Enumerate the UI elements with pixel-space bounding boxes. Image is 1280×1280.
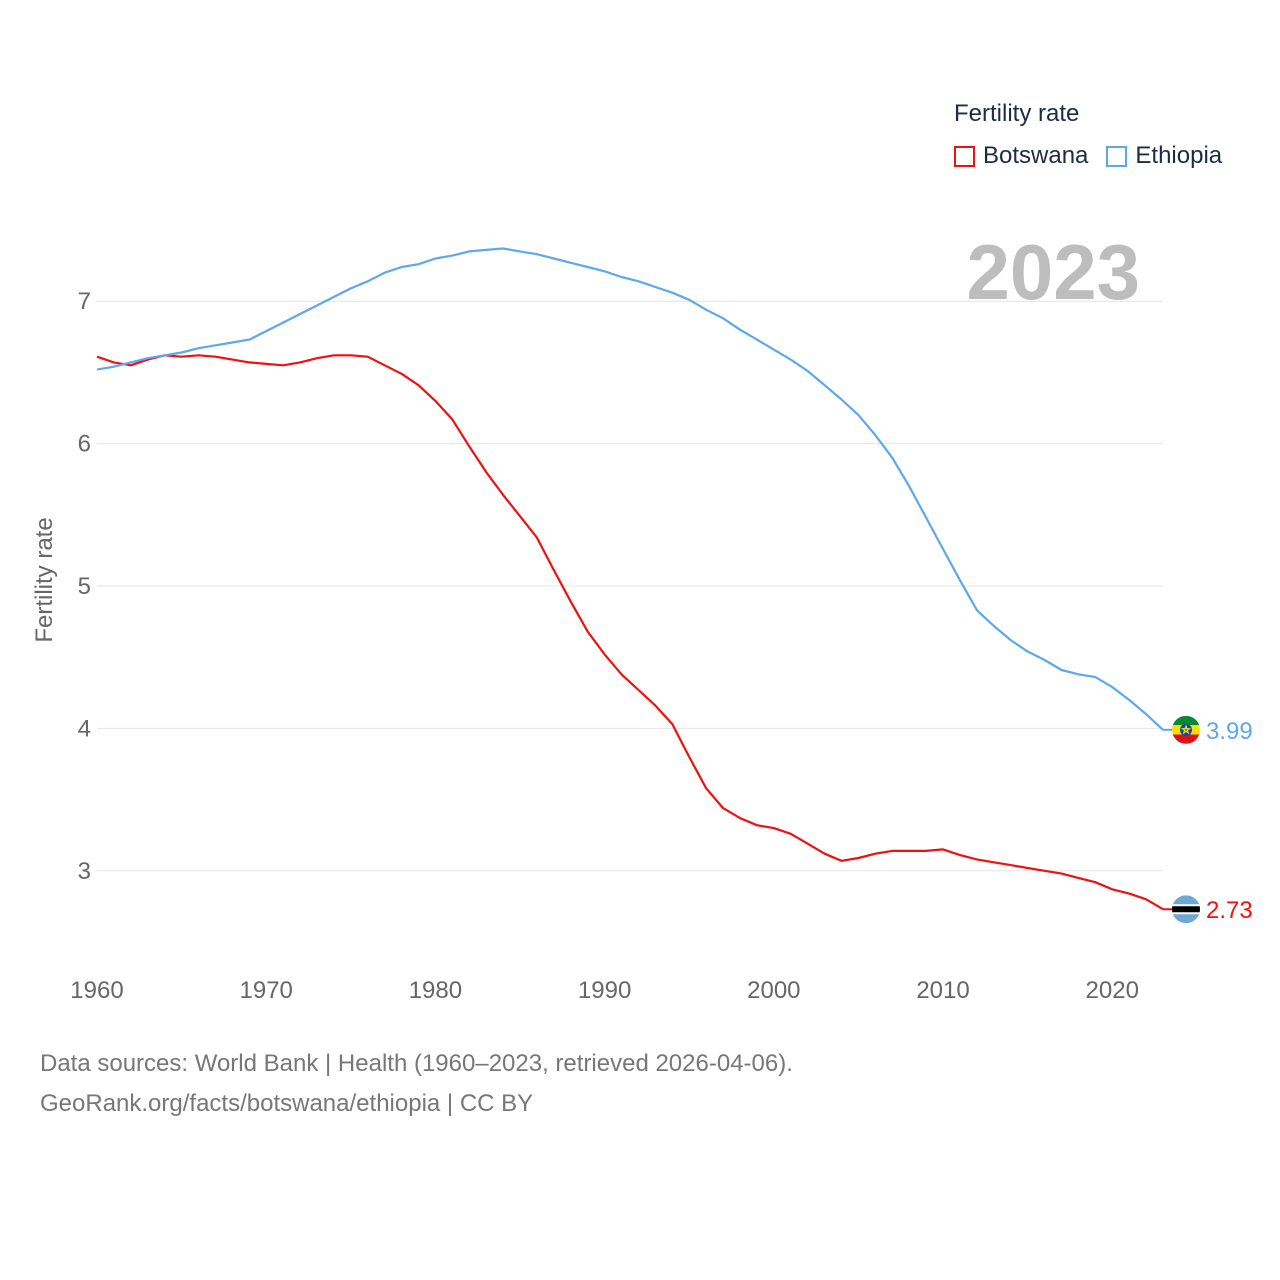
y-tick-4: 4 bbox=[78, 715, 91, 742]
x-tick-1960: 1960 bbox=[70, 977, 123, 1004]
legend-label-ethiopia: Ethiopia bbox=[1135, 142, 1223, 169]
flag-botswana-icon bbox=[1172, 895, 1200, 924]
series-line-ethiopia bbox=[96, 247, 1164, 731]
legend-swatch-ethiopia bbox=[1106, 145, 1128, 167]
x-tick-2000: 2000 bbox=[747, 977, 800, 1004]
x-tick-1970: 1970 bbox=[240, 977, 293, 1004]
data-sources: Data sources: World Bank | Health (1960–… bbox=[40, 1044, 793, 1124]
y-tick-3: 3 bbox=[78, 858, 91, 885]
y-axis-label: Fertility rate bbox=[31, 517, 58, 642]
legend-swatch-botswana bbox=[954, 145, 975, 167]
end-label-ethiopia: 3.99 bbox=[1206, 718, 1253, 745]
y-tick-7: 7 bbox=[78, 288, 91, 315]
legend-title: Fertility rate bbox=[954, 100, 1080, 127]
legend: Botswana Ethiopia bbox=[954, 142, 1240, 170]
x-tick-1990: 1990 bbox=[578, 977, 631, 1004]
year-label: 2023 bbox=[966, 228, 1140, 316]
grid-lines bbox=[97, 300, 1163, 872]
y-tick-labels: 3 4 5 6 7 bbox=[78, 288, 91, 885]
x-tick-2010: 2010 bbox=[916, 977, 969, 1004]
legend-item-botswana[interactable]: Botswana bbox=[954, 142, 1088, 170]
legend-item-ethiopia[interactable]: Ethiopia bbox=[1106, 142, 1222, 170]
x-tick-labels: 1960 1970 1980 1990 2000 2010 2020 bbox=[70, 977, 1139, 1004]
x-tick-2020: 2020 bbox=[1086, 977, 1139, 1004]
sources-line-2: GeoRank.org/facts/botswana/ethiopia | CC… bbox=[40, 1090, 534, 1117]
sources-line-1: Data sources: World Bank | Health (1960–… bbox=[40, 1050, 793, 1077]
x-tick-1980: 1980 bbox=[409, 977, 462, 1004]
flag-ethiopia-icon bbox=[1172, 715, 1200, 744]
y-tick-5: 5 bbox=[78, 573, 91, 600]
end-label-botswana: 2.73 bbox=[1206, 897, 1253, 924]
series-lines bbox=[96, 247, 1164, 911]
y-tick-6: 6 bbox=[78, 431, 91, 458]
legend-label-botswana: Botswana bbox=[983, 142, 1089, 169]
end-markers: 2.73 3.99 bbox=[1163, 715, 1253, 924]
series-line-botswana bbox=[96, 354, 1164, 911]
